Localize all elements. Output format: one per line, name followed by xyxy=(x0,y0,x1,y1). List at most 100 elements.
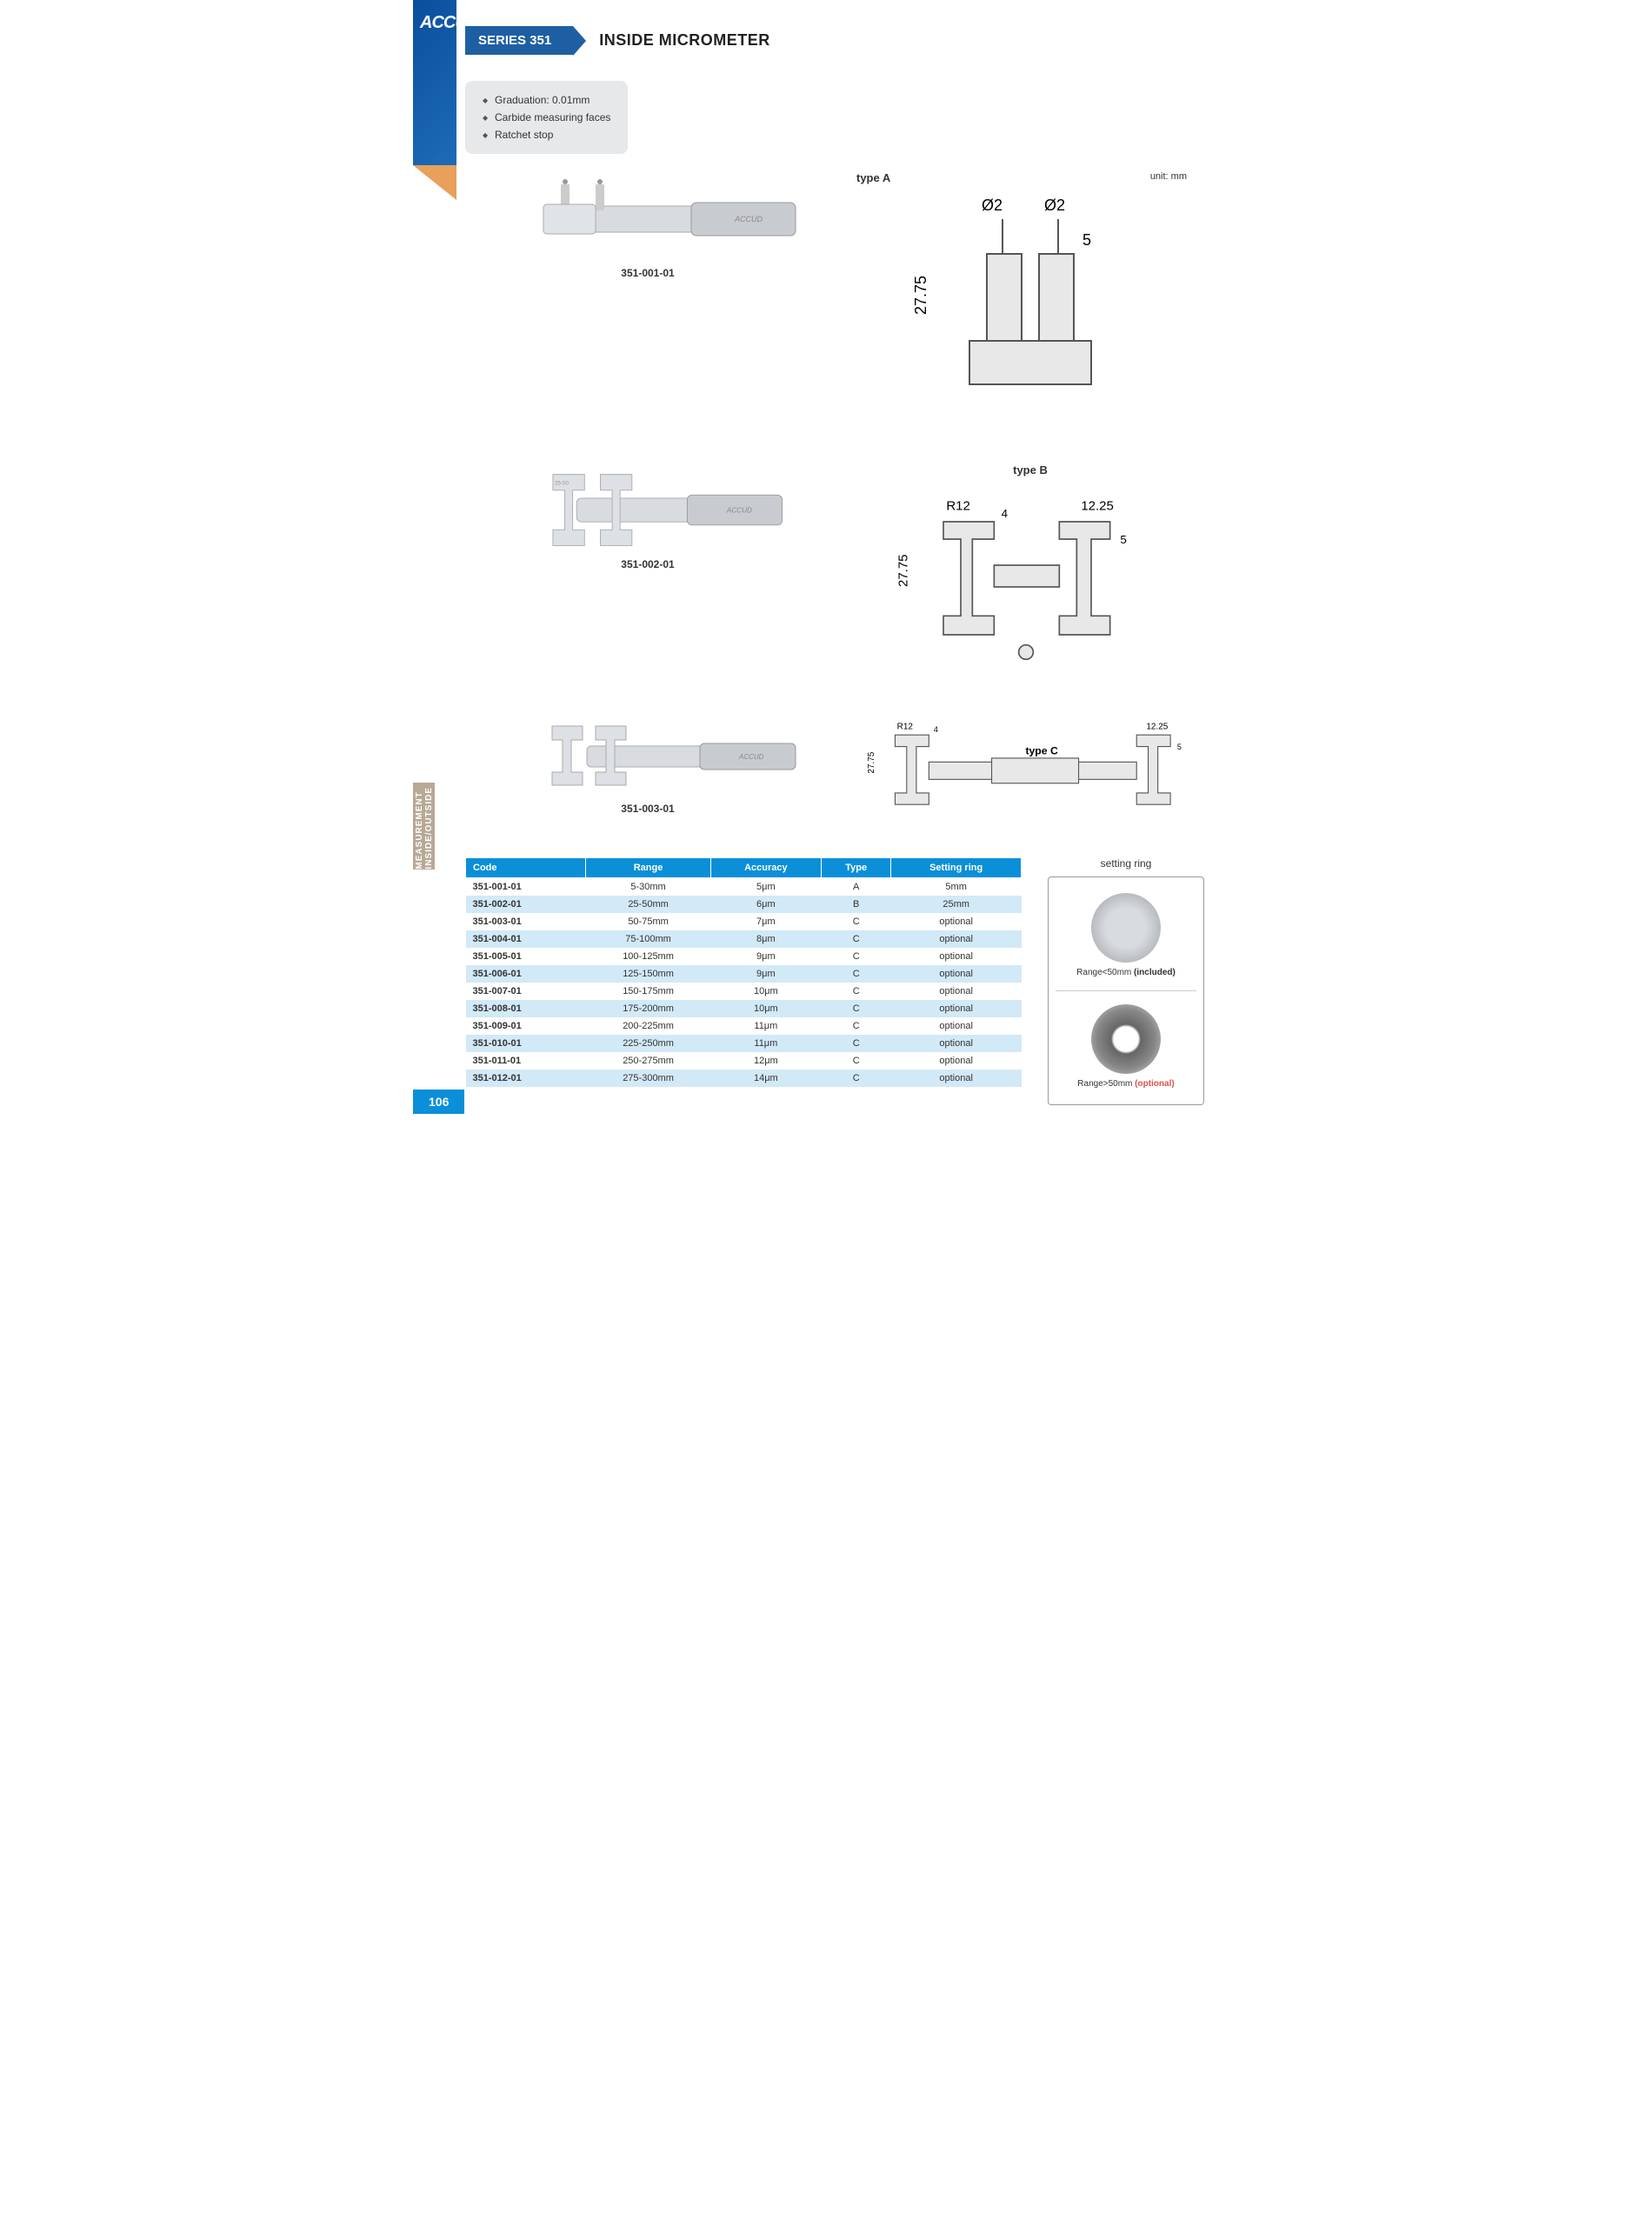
table-cell: optional xyxy=(891,1035,1022,1052)
table-cell: A xyxy=(822,877,891,896)
col-type: Type xyxy=(822,857,891,877)
table-cell: optional xyxy=(891,1017,1022,1035)
table-cell: 100-125mm xyxy=(586,948,710,965)
table-cell: 10μm xyxy=(710,1000,822,1017)
table-cell: 14μm xyxy=(710,1070,822,1087)
table-cell: C xyxy=(822,1035,891,1052)
svg-text:4: 4 xyxy=(1002,507,1009,520)
type-label-b: type B xyxy=(1013,463,1048,477)
col-ring: Setting ring xyxy=(891,857,1022,877)
svg-text:27.75: 27.75 xyxy=(912,276,929,315)
ring-caption-1: Range<50mm (included) xyxy=(1056,968,1196,977)
product-row-b: ACCUD 25-50 351-002-01 type B R12 12.25 … xyxy=(465,463,1204,685)
table-cell: 5-30mm xyxy=(586,877,710,896)
svg-text:27.75: 27.75 xyxy=(867,752,876,774)
diagram-type-c: R12 12.25 type C 27.75 4 5 xyxy=(856,716,1204,822)
features-box: Graduation: 0.01mm Carbide measuring fac… xyxy=(465,81,628,154)
table-cell: 200-225mm xyxy=(586,1017,710,1035)
product-code-a: 351-001-01 xyxy=(465,267,830,279)
svg-text:27.75: 27.75 xyxy=(896,554,910,587)
table-cell: C xyxy=(822,1052,891,1070)
table-row: 351-001-015-30mm5μmA5mm xyxy=(466,877,1022,896)
table-cell: 351-004-01 xyxy=(466,930,586,948)
svg-text:12.25: 12.25 xyxy=(1146,723,1168,732)
table-cell: C xyxy=(822,965,891,983)
table-cell: 25-50mm xyxy=(586,896,710,913)
ring-caption-2: Range>50mm (optional) xyxy=(1056,1079,1196,1089)
table-cell: 11μm xyxy=(710,1017,822,1035)
ring-image-small xyxy=(1091,893,1161,963)
table-cell: 351-003-01 xyxy=(466,913,586,930)
table-cell: 5μm xyxy=(710,877,822,896)
table-cell: optional xyxy=(891,1000,1022,1017)
svg-text:Ø2: Ø2 xyxy=(1044,197,1065,214)
svg-text:Ø2: Ø2 xyxy=(982,197,1003,214)
svg-text:5: 5 xyxy=(1120,533,1126,546)
svg-text:12.25: 12.25 xyxy=(1081,499,1114,514)
product-title: INSIDE MICROMETER xyxy=(599,31,770,50)
feature-item: Ratchet stop xyxy=(483,126,610,143)
page-number: 106 xyxy=(413,1090,464,1114)
table-cell: optional xyxy=(891,930,1022,948)
table-row: 351-005-01100-125mm9μmCoptional xyxy=(466,948,1022,965)
table-cell: C xyxy=(822,1000,891,1017)
col-range: Range xyxy=(586,857,710,877)
table-cell: 150-175mm xyxy=(586,983,710,1000)
page-header: SERIES 351 INSIDE MICROMETER xyxy=(465,26,1204,55)
table-row: 351-003-0150-75mm7μmCoptional xyxy=(466,913,1022,930)
product-row-a: ACCUD 351-001-01 type A unit: mm Ø2 Ø2 xyxy=(465,171,1204,432)
type-label-a: type A xyxy=(856,171,890,184)
table-cell: 11μm xyxy=(710,1035,822,1052)
table-row: 351-012-01275-300mm14μmCoptional xyxy=(466,1070,1022,1087)
table-cell: C xyxy=(822,930,891,948)
table-row: 351-008-01175-200mm10μmCoptional xyxy=(466,1000,1022,1017)
table-cell: C xyxy=(822,913,891,930)
table-cell: optional xyxy=(891,1052,1022,1070)
table-cell: 12μm xyxy=(710,1052,822,1070)
table-cell: optional xyxy=(891,1070,1022,1087)
svg-text:R12: R12 xyxy=(946,499,970,514)
table-cell: 351-012-01 xyxy=(466,1070,586,1087)
table-cell: C xyxy=(822,948,891,965)
product-photo-b: ACCUD 25-50 xyxy=(483,463,813,550)
product-photo-c: ACCUD xyxy=(483,716,813,794)
table-cell: 7μm xyxy=(710,913,822,930)
table-cell: 351-005-01 xyxy=(466,948,586,965)
diagram-type-a: Ø2 Ø2 27.75 5 xyxy=(856,184,1204,428)
svg-text:5: 5 xyxy=(1082,231,1091,249)
product-code-c: 351-003-01 xyxy=(465,803,830,815)
table-cell: 9μm xyxy=(710,965,822,983)
svg-text:5: 5 xyxy=(1177,743,1182,751)
table-cell: C xyxy=(822,1070,891,1087)
svg-text:25-50: 25-50 xyxy=(555,480,570,486)
table-cell: optional xyxy=(891,948,1022,965)
table-cell: 50-75mm xyxy=(586,913,710,930)
table-cell: 275-300mm xyxy=(586,1070,710,1087)
svg-text:ACCUD: ACCUD xyxy=(726,506,752,514)
product-code-b: 351-002-01 xyxy=(465,558,830,570)
table-cell: 5mm xyxy=(891,877,1022,896)
table-cell: C xyxy=(822,983,891,1000)
svg-text:R12: R12 xyxy=(897,723,914,732)
table-cell: optional xyxy=(891,913,1022,930)
diagram-type-b: R12 12.25 27.75 4 5 xyxy=(856,478,1204,681)
svg-text:4: 4 xyxy=(934,725,938,734)
series-tag: SERIES 351 xyxy=(465,26,573,55)
side-banner: ACCUD xyxy=(413,0,456,165)
feature-item: Graduation: 0.01mm xyxy=(483,91,610,109)
table-cell: C xyxy=(822,1017,891,1035)
table-cell: 10μm xyxy=(710,983,822,1000)
table-cell: B xyxy=(822,896,891,913)
table-cell: 351-007-01 xyxy=(466,983,586,1000)
table-cell: 75-100mm xyxy=(586,930,710,948)
setting-ring-box: Range<50mm (included) Range>50mm (option… xyxy=(1048,876,1204,1105)
table-cell: 250-275mm xyxy=(586,1052,710,1070)
table-cell: 225-250mm xyxy=(586,1035,710,1052)
table-cell: 351-011-01 xyxy=(466,1052,586,1070)
spec-table: Code Range Accuracy Type Setting ring 35… xyxy=(465,857,1022,1087)
table-cell: 175-200mm xyxy=(586,1000,710,1017)
table-cell: optional xyxy=(891,965,1022,983)
table-row: 351-004-0175-100mm8μmCoptional xyxy=(466,930,1022,948)
table-row: 351-007-01150-175mm10μmCoptional xyxy=(466,983,1022,1000)
col-accuracy: Accuracy xyxy=(710,857,822,877)
